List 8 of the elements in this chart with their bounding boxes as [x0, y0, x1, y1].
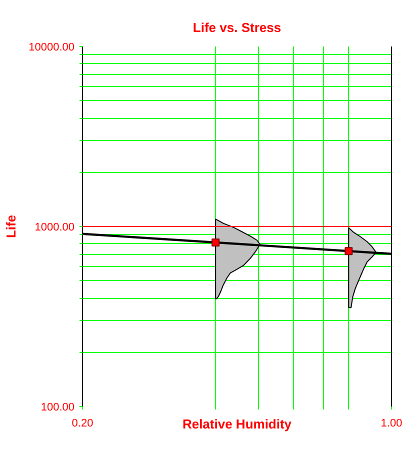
y-tick-label: 100.00 [40, 402, 75, 414]
chart-title: Life vs. Stress [192, 20, 282, 35]
y-tick-label: 10000.00 [28, 42, 75, 54]
y-tick-label: 1000.00 [34, 222, 75, 234]
x-axis-title: Relative Humidity [182, 416, 292, 432]
x-tick-label: 0.20 [72, 418, 94, 430]
x-tick-label: 1.00 [380, 418, 402, 430]
y-axis-title: Life [4, 214, 19, 238]
